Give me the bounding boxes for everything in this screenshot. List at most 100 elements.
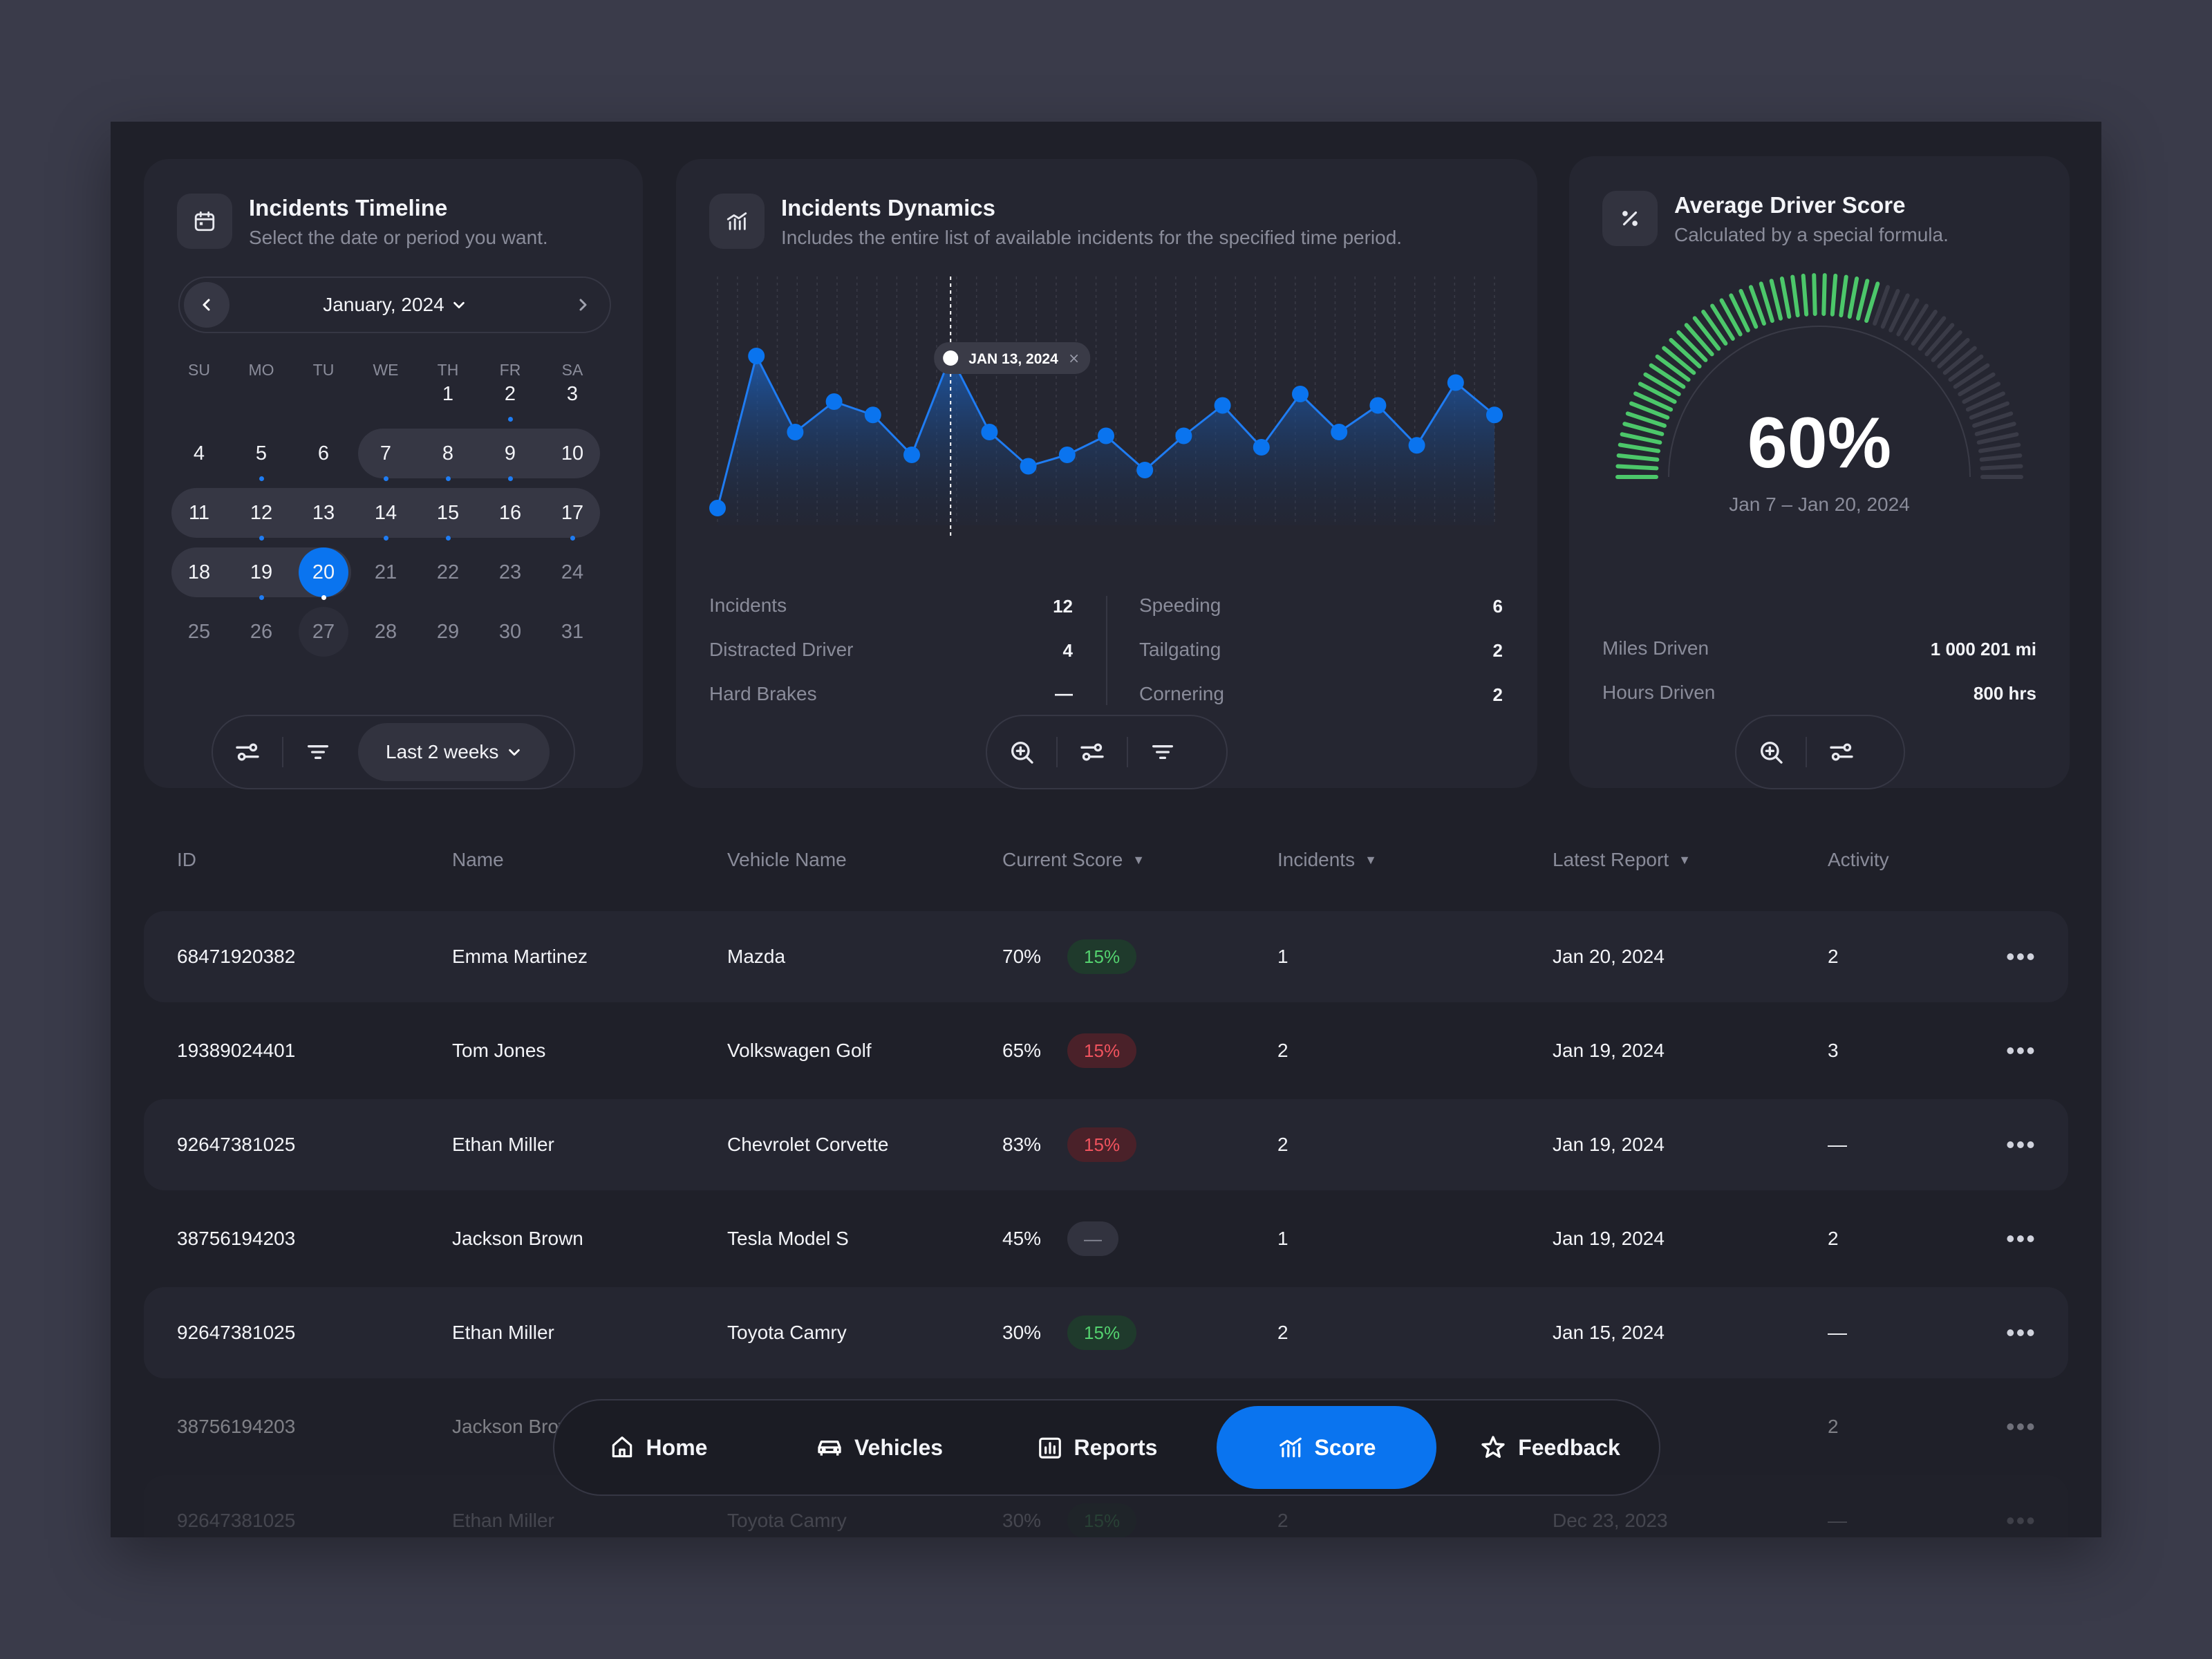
month-select[interactable]: January, 2024	[180, 278, 610, 332]
calendar-day[interactable]: 24	[545, 547, 600, 597]
calendar-day[interactable]: 28	[358, 607, 413, 657]
data-point[interactable]	[1486, 406, 1503, 424]
data-point[interactable]	[864, 406, 881, 424]
calendar-day[interactable]: 4	[171, 429, 227, 478]
data-point[interactable]	[825, 393, 843, 410]
calendar-day[interactable]: 19	[234, 547, 289, 600]
column-header-id[interactable]: ID	[177, 849, 196, 870]
data-point[interactable]	[709, 500, 726, 516]
data-point[interactable]	[1214, 397, 1231, 414]
nav-home[interactable]: Home	[589, 1406, 727, 1489]
calendar-day[interactable]: 23	[482, 547, 538, 597]
calendar-day[interactable]: 17	[545, 488, 600, 541]
filter-button[interactable]	[283, 718, 353, 787]
table-row[interactable]: 19389024401 Tom Jones Volkswagen Golf 65% 15…	[144, 1005, 2068, 1096]
table-row[interactable]: 92647381025 Ethan Miller Toyota Camry 30% 15…	[144, 1287, 2068, 1378]
more-options-icon[interactable]: •••	[2006, 942, 2036, 971]
table-row[interactable]: 92647381025 Ethan Miller Chevrolet Corvett…	[144, 1099, 2068, 1190]
chart-tooltip[interactable]: JAN 13, 2024 ×	[934, 342, 1091, 374]
calendar-day[interactable]: 12	[234, 488, 289, 541]
nav-reports[interactable]: Reports	[1011, 1406, 1183, 1489]
calendar-day[interactable]: 9	[482, 429, 538, 481]
data-point[interactable]	[1058, 447, 1076, 463]
column-header-name[interactable]: Name	[452, 849, 504, 870]
more-options-icon[interactable]: •••	[2006, 1412, 2036, 1441]
cell-score: 83% 15%	[1002, 1099, 1137, 1190]
calendar-day[interactable]: 2	[482, 369, 538, 422]
cell-latest: Jan 20, 2024	[1553, 911, 1665, 1002]
calendar-day[interactable]: 14	[358, 488, 413, 541]
cell-latest: Jan 19, 2024	[1553, 1005, 1665, 1096]
calendar-day[interactable]: 22	[420, 547, 476, 597]
cell-text: 2	[1828, 946, 1839, 967]
data-point[interactable]	[903, 447, 920, 463]
column-header-activity[interactable]: Activity	[1828, 849, 1889, 870]
gauge-tick	[1976, 432, 2019, 445]
zoom-button[interactable]	[1736, 718, 1806, 787]
calendar-day[interactable]: 25	[171, 607, 227, 657]
calendar-day[interactable]: 6	[296, 429, 351, 478]
cell-vehicle: Tesla Model S	[727, 1193, 849, 1284]
nav-score[interactable]: Score	[1217, 1406, 1436, 1489]
more-options-icon[interactable]: •••	[2006, 1130, 2036, 1159]
nav-feedback[interactable]: Feedback	[1453, 1406, 1647, 1489]
calendar-day[interactable]: 5	[234, 429, 289, 481]
data-point[interactable]	[981, 424, 998, 440]
table-row[interactable]: 68471920382 Emma Martinez Mazda 70% 15% 1 Jan …	[144, 911, 2068, 1002]
data-point[interactable]	[1098, 427, 1114, 444]
cell-text: Tesla Model S	[727, 1228, 849, 1249]
adjust-button[interactable]	[1807, 718, 1876, 787]
close-icon[interactable]: ×	[1068, 350, 1080, 366]
calendar-day[interactable]: 10	[545, 429, 600, 478]
zoom-button[interactable]	[987, 718, 1056, 787]
column-header-incidents[interactable]: Incidents ▼	[1277, 849, 1377, 870]
calendar-day[interactable]: 18	[171, 547, 227, 597]
day-number: 13	[312, 501, 335, 524]
column-header-latest-report[interactable]: Latest Report ▼	[1553, 849, 1691, 870]
data-point[interactable]	[1369, 397, 1387, 414]
calendar-day[interactable]: 30	[482, 607, 538, 657]
more-options-icon[interactable]: •••	[2006, 1318, 2036, 1347]
data-point[interactable]	[1408, 437, 1425, 454]
calendar-day[interactable]: 13	[296, 488, 351, 538]
gauge-tick	[1980, 464, 2023, 471]
prev-month-button[interactable]	[184, 282, 229, 328]
calendar-day[interactable]: 16	[482, 488, 538, 538]
table-row[interactable]: 38756194203 Jackson Brown Tesla Model S 45%…	[144, 1193, 2068, 1284]
more-options-icon[interactable]: •••	[2006, 1036, 2036, 1065]
data-point[interactable]	[1175, 427, 1192, 444]
data-point[interactable]	[787, 424, 804, 440]
data-point[interactable]	[1292, 386, 1309, 402]
calendar-day[interactable]: 1	[420, 369, 476, 419]
data-point[interactable]	[1020, 458, 1037, 475]
calendar-day[interactable]: 31	[545, 607, 600, 657]
calendar-day[interactable]: 29	[420, 607, 476, 657]
incident-dot	[259, 595, 264, 600]
calendar-day[interactable]: 3	[545, 369, 600, 419]
calendar-day[interactable]: 20	[296, 547, 351, 600]
data-point[interactable]	[1253, 439, 1270, 456]
period-dropdown[interactable]: Last 2 weeks	[358, 723, 550, 781]
column-header-score[interactable]: Current Score ▼	[1002, 849, 1145, 870]
more-options-icon[interactable]: •••	[2006, 1224, 2036, 1253]
filter-button[interactable]	[1128, 718, 1197, 787]
column-header-vehicle[interactable]: Vehicle Name	[727, 849, 847, 870]
calendar-day[interactable]: 26	[234, 607, 289, 657]
adjust-button[interactable]	[1058, 718, 1127, 787]
more-options-icon[interactable]: •••	[2006, 1506, 2036, 1535]
data-point[interactable]	[1331, 424, 1348, 440]
calendar-day[interactable]: 15	[420, 488, 476, 541]
data-point[interactable]	[1136, 462, 1154, 478]
data-point[interactable]	[748, 348, 765, 364]
calendar-day[interactable]: 11	[171, 488, 227, 538]
calendar-day[interactable]: 21	[358, 547, 413, 597]
calendar-day[interactable]: 7	[358, 429, 413, 481]
cell-text: Chevrolet Corvette	[727, 1134, 889, 1155]
calendar-day[interactable]: 27	[296, 607, 351, 657]
next-month-button[interactable]	[560, 282, 606, 328]
chart-icon	[709, 194, 765, 249]
nav-vehicles[interactable]: Vehicles	[789, 1406, 969, 1489]
calendar-day[interactable]: 8	[420, 429, 476, 481]
data-point[interactable]	[1447, 374, 1464, 391]
adjust-button[interactable]	[213, 718, 282, 787]
